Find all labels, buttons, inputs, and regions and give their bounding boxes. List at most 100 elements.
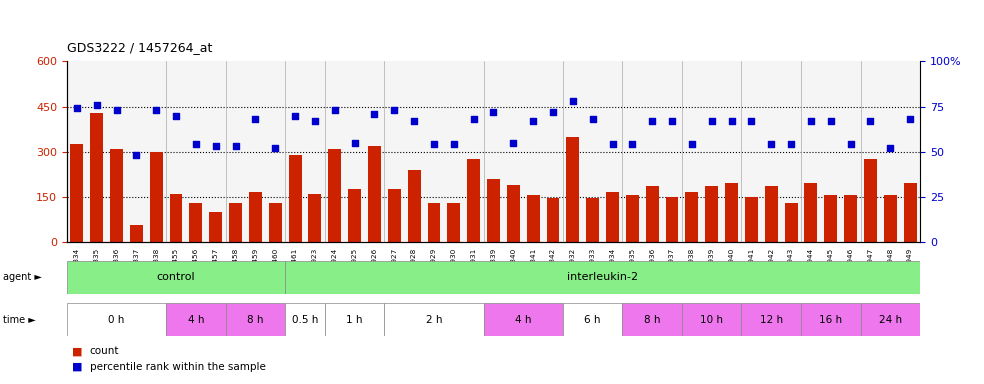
Point bbox=[584, 116, 600, 122]
Text: 4 h: 4 h bbox=[188, 314, 204, 325]
Bar bbox=[308, 194, 322, 242]
Point bbox=[902, 116, 918, 122]
Point bbox=[248, 116, 264, 122]
Point bbox=[129, 152, 145, 158]
Bar bbox=[169, 194, 182, 242]
Bar bbox=[249, 192, 262, 242]
Text: 0 h: 0 h bbox=[108, 314, 125, 325]
Bar bbox=[483, 303, 563, 336]
Text: 4 h: 4 h bbox=[515, 314, 531, 325]
Point bbox=[149, 107, 164, 113]
Bar bbox=[225, 303, 285, 336]
Point bbox=[486, 109, 502, 115]
Bar bbox=[745, 197, 758, 242]
Bar bbox=[467, 159, 480, 242]
Bar bbox=[427, 203, 441, 242]
Bar bbox=[67, 303, 166, 336]
Text: 0.5 h: 0.5 h bbox=[292, 314, 318, 325]
Point bbox=[307, 118, 323, 124]
Bar bbox=[546, 198, 560, 242]
Point bbox=[625, 141, 641, 147]
Bar bbox=[166, 303, 225, 336]
Point bbox=[367, 111, 383, 117]
Point bbox=[208, 143, 223, 149]
Text: interleukin-2: interleukin-2 bbox=[567, 272, 639, 283]
Text: 12 h: 12 h bbox=[760, 314, 783, 325]
Bar bbox=[448, 203, 461, 242]
Bar bbox=[269, 203, 281, 242]
Point bbox=[645, 118, 660, 124]
Bar bbox=[825, 195, 837, 242]
Text: agent ►: agent ► bbox=[3, 272, 42, 283]
Text: 16 h: 16 h bbox=[820, 314, 842, 325]
Point bbox=[268, 145, 283, 151]
Point bbox=[723, 118, 739, 124]
Text: 1 h: 1 h bbox=[346, 314, 363, 325]
Point bbox=[783, 141, 799, 147]
Point bbox=[545, 109, 561, 115]
Bar bbox=[210, 212, 222, 242]
Point bbox=[565, 98, 581, 104]
Text: 24 h: 24 h bbox=[879, 314, 902, 325]
Text: control: control bbox=[156, 272, 196, 283]
Bar bbox=[487, 179, 500, 242]
Bar bbox=[348, 189, 361, 242]
Bar bbox=[861, 303, 920, 336]
Bar bbox=[884, 195, 896, 242]
Bar bbox=[130, 225, 143, 242]
Bar bbox=[388, 189, 400, 242]
Bar bbox=[606, 192, 619, 242]
Point bbox=[604, 141, 620, 147]
Bar bbox=[567, 137, 580, 242]
Bar bbox=[526, 195, 539, 242]
Point bbox=[465, 116, 481, 122]
Bar bbox=[725, 183, 738, 242]
Point bbox=[823, 118, 838, 124]
Point bbox=[327, 107, 342, 113]
Bar bbox=[623, 303, 682, 336]
Point bbox=[744, 118, 760, 124]
Bar bbox=[288, 155, 301, 242]
Point bbox=[406, 118, 422, 124]
Text: count: count bbox=[90, 346, 119, 356]
Text: 6 h: 6 h bbox=[584, 314, 601, 325]
Point bbox=[863, 118, 879, 124]
Text: time ►: time ► bbox=[3, 314, 35, 325]
Bar bbox=[229, 203, 242, 242]
Bar bbox=[385, 303, 483, 336]
Bar bbox=[285, 261, 920, 294]
Bar bbox=[563, 303, 623, 336]
Bar bbox=[903, 183, 916, 242]
Point bbox=[803, 118, 819, 124]
Bar bbox=[71, 144, 84, 242]
Bar bbox=[407, 170, 420, 242]
Point bbox=[69, 105, 85, 111]
Bar bbox=[626, 195, 639, 242]
Bar bbox=[864, 159, 877, 242]
Bar bbox=[190, 203, 203, 242]
Bar bbox=[91, 113, 103, 242]
Bar bbox=[150, 152, 162, 242]
Bar bbox=[765, 186, 777, 242]
Point bbox=[89, 102, 104, 108]
Bar bbox=[844, 195, 857, 242]
Bar bbox=[329, 149, 341, 242]
Bar bbox=[285, 303, 325, 336]
Text: ■: ■ bbox=[72, 362, 83, 372]
Text: 8 h: 8 h bbox=[644, 314, 660, 325]
Point bbox=[506, 140, 522, 146]
Bar bbox=[801, 303, 861, 336]
Point bbox=[684, 141, 700, 147]
Bar bbox=[665, 197, 679, 242]
Bar bbox=[586, 198, 599, 242]
Point bbox=[346, 140, 362, 146]
Point bbox=[426, 141, 442, 147]
Point bbox=[188, 141, 204, 147]
Point bbox=[704, 118, 719, 124]
Point bbox=[168, 113, 184, 119]
Bar bbox=[67, 261, 285, 294]
Text: 2 h: 2 h bbox=[426, 314, 442, 325]
Bar bbox=[682, 303, 742, 336]
Bar bbox=[784, 203, 797, 242]
Point bbox=[287, 113, 303, 119]
